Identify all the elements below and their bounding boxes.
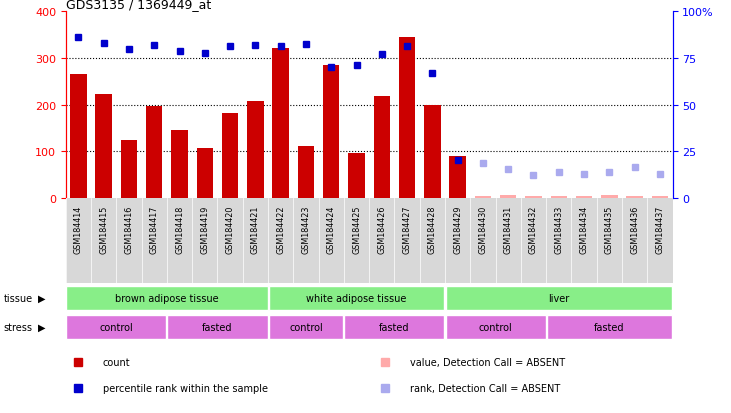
Text: GSM184416: GSM184416	[124, 205, 134, 253]
Text: fasted: fasted	[379, 322, 409, 332]
Bar	[445, 286, 672, 311]
Bar	[399, 38, 415, 198]
Text: GSM184419: GSM184419	[200, 205, 209, 253]
Bar	[424, 105, 441, 198]
Text: GSM184429: GSM184429	[453, 205, 462, 254]
Bar	[323, 66, 339, 198]
Text: fasted: fasted	[594, 322, 624, 332]
Bar	[121, 140, 137, 198]
Text: white adipose tissue: white adipose tissue	[306, 293, 406, 304]
Bar	[626, 197, 643, 198]
Text: tissue: tissue	[4, 293, 33, 304]
Bar	[547, 315, 672, 339]
Text: value, Detection Call = ABSENT: value, Detection Call = ABSENT	[409, 358, 565, 368]
Text: GSM184430: GSM184430	[478, 205, 488, 253]
Bar	[171, 131, 188, 198]
Text: ▶: ▶	[38, 293, 45, 304]
Text: ▶: ▶	[38, 322, 45, 332]
Text: percentile rank within the sample: percentile rank within the sample	[102, 383, 268, 393]
Bar	[550, 197, 567, 198]
Bar	[268, 286, 444, 311]
Bar	[268, 315, 344, 339]
Text: rank, Detection Call = ABSENT: rank, Detection Call = ABSENT	[409, 383, 560, 393]
Text: GSM184433: GSM184433	[554, 205, 564, 253]
Bar	[298, 147, 314, 198]
Text: control: control	[479, 322, 512, 332]
Bar	[576, 197, 592, 198]
Text: GSM184418: GSM184418	[175, 205, 184, 253]
Bar	[500, 196, 516, 198]
Text: GSM184420: GSM184420	[226, 205, 235, 253]
Bar	[348, 153, 365, 198]
Bar	[67, 286, 268, 311]
Text: GSM184427: GSM184427	[403, 205, 412, 254]
Bar	[67, 315, 167, 339]
Text: GSM184422: GSM184422	[276, 205, 285, 254]
Text: GSM184426: GSM184426	[377, 205, 386, 253]
Text: GSM184434: GSM184434	[580, 205, 588, 253]
Bar	[96, 95, 112, 198]
Bar	[197, 149, 213, 198]
Bar	[247, 102, 264, 198]
Text: GSM184424: GSM184424	[327, 205, 336, 253]
Text: GSM184423: GSM184423	[301, 205, 311, 253]
Text: GDS3135 / 1369449_at: GDS3135 / 1369449_at	[66, 0, 211, 11]
Bar	[222, 114, 238, 198]
Bar	[526, 197, 542, 198]
Text: count: count	[102, 358, 130, 368]
Bar	[445, 315, 545, 339]
Text: GSM184421: GSM184421	[251, 205, 260, 253]
Text: GSM184415: GSM184415	[99, 205, 108, 253]
Text: GSM184428: GSM184428	[428, 205, 437, 253]
Text: GSM184414: GSM184414	[74, 205, 83, 253]
Bar	[344, 315, 444, 339]
Text: fasted: fasted	[202, 322, 232, 332]
Text: GSM184425: GSM184425	[352, 205, 361, 254]
Text: GSM184431: GSM184431	[504, 205, 512, 253]
Text: GSM184435: GSM184435	[605, 205, 614, 253]
Text: control: control	[99, 322, 133, 332]
Text: GSM184436: GSM184436	[630, 205, 639, 253]
Text: GSM184432: GSM184432	[529, 205, 538, 253]
Bar	[70, 75, 87, 198]
Bar	[474, 197, 491, 198]
Bar	[273, 49, 289, 198]
Text: GSM184417: GSM184417	[150, 205, 159, 253]
Text: GSM184437: GSM184437	[656, 205, 664, 253]
Bar	[374, 97, 390, 198]
Text: liver: liver	[548, 293, 569, 304]
Text: stress: stress	[4, 322, 33, 332]
Bar	[651, 197, 668, 198]
Bar	[450, 157, 466, 198]
Bar	[146, 107, 162, 198]
Text: brown adipose tissue: brown adipose tissue	[115, 293, 219, 304]
Text: control: control	[289, 322, 323, 332]
Bar	[167, 315, 268, 339]
Bar	[601, 196, 618, 198]
